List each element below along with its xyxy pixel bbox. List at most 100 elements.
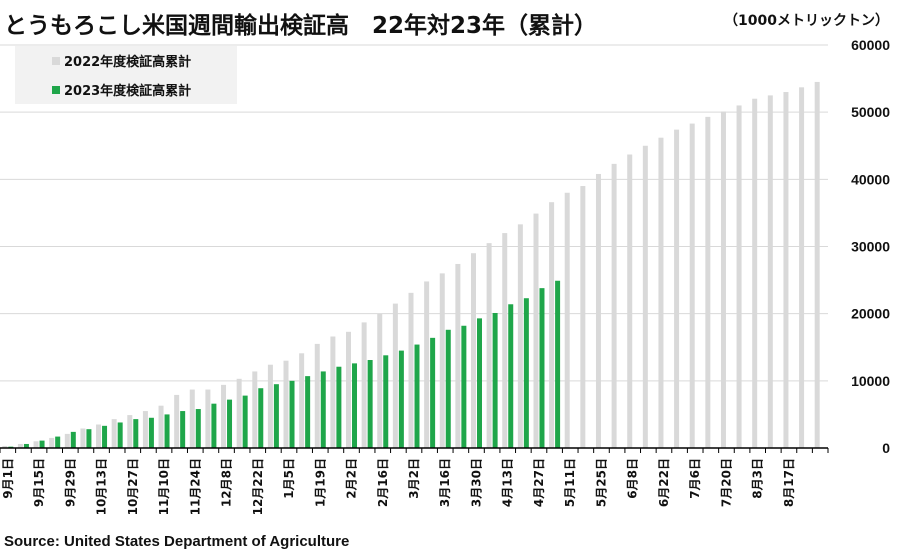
bar-2022 xyxy=(299,353,305,448)
bar-2023 xyxy=(492,312,498,448)
y-tick-label: 50000 xyxy=(851,104,890,120)
bar-2022 xyxy=(283,360,289,448)
x-tick-label: 11月24日 xyxy=(188,458,202,515)
bar-2022 xyxy=(533,213,539,448)
x-tick-label: 12月8日 xyxy=(220,458,234,507)
legend-label-2022: 2022年度検証高累計 xyxy=(64,54,191,70)
legend-label-2023: 2023年度検証高累計 xyxy=(64,83,191,99)
x-tick-label: 3月30日 xyxy=(469,458,483,507)
bar-2022 xyxy=(158,405,164,448)
x-tick-label: 11月10日 xyxy=(157,458,171,515)
x-tick-label: 7月20日 xyxy=(719,458,733,507)
bar-2023 xyxy=(164,414,170,448)
bar-2022 xyxy=(236,378,242,448)
bar-2022 xyxy=(205,389,211,448)
bar-2023 xyxy=(305,376,311,448)
bar-2023 xyxy=(289,380,295,448)
bar-2022 xyxy=(595,173,601,448)
legend: 2022年度検証高累計 2023年度検証高累計 xyxy=(15,46,237,104)
bar-2022 xyxy=(221,384,227,448)
bar-2022 xyxy=(486,243,492,448)
bar-2022 xyxy=(611,163,617,448)
bar-2023 xyxy=(352,363,358,448)
bar-2022 xyxy=(111,419,117,448)
x-tick-label: 9月29日 xyxy=(63,458,77,507)
bar-2023 xyxy=(273,384,279,448)
x-tick-label: 10月13日 xyxy=(95,458,109,515)
bar-2022 xyxy=(377,313,383,448)
x-tick-label: 2月2日 xyxy=(345,458,359,499)
bar-2023 xyxy=(39,440,45,448)
bar-2023 xyxy=(133,419,139,448)
bar-2023 xyxy=(367,360,373,448)
bar-2022 xyxy=(627,154,633,448)
bar-2022 xyxy=(752,98,758,448)
x-tick-labels: 9月1日 9月15日 9月29日 10月13日 10月27日 11月10日 11月24日 12… xyxy=(1,458,796,515)
bar-2023 xyxy=(523,298,529,448)
bar-2023 xyxy=(195,409,201,448)
bar-2022 xyxy=(64,433,70,448)
bar-2022 xyxy=(736,105,742,448)
bar-2022 xyxy=(689,123,695,449)
x-tick-label: 2月16日 xyxy=(376,458,390,507)
bar-2022 xyxy=(49,437,55,448)
x-tick-label: 5月25日 xyxy=(594,458,608,507)
bar-2022 xyxy=(252,371,258,448)
bar-2022 xyxy=(502,233,508,448)
x-tick-label: 6月22日 xyxy=(657,458,671,507)
chart-title: とうもろこし米国週間輸出検証高 22年対23年（累計） xyxy=(4,13,598,39)
bar-2023 xyxy=(461,325,467,448)
legend-box xyxy=(15,46,237,104)
y-tick-label: 30000 xyxy=(851,239,890,255)
bar-2022 xyxy=(174,394,180,448)
bar-2022 xyxy=(424,281,430,448)
bar-2023 xyxy=(242,395,248,448)
bar-2022 xyxy=(517,224,523,448)
bar-2023 xyxy=(336,366,342,448)
bar-2023 xyxy=(211,403,217,448)
y-tick-label: 10000 xyxy=(851,373,890,389)
bar-2022 xyxy=(705,116,711,448)
unit-label: （1000メトリックトン） xyxy=(724,13,889,29)
y-tick-label: 40000 xyxy=(851,171,890,187)
legend-swatch-2022 xyxy=(52,57,60,65)
bar-2023 xyxy=(476,318,482,448)
x-tick-label: 12月22日 xyxy=(251,458,265,515)
bar-2022 xyxy=(642,145,648,448)
bar-2022 xyxy=(455,263,461,448)
y-tick-label: 60000 xyxy=(851,37,890,53)
x-tick-label: 5月11日 xyxy=(563,458,577,507)
bar-2023 xyxy=(70,431,76,448)
bar-2022 xyxy=(814,81,820,449)
x-tick-label: 9月1日 xyxy=(1,458,15,499)
bar-2022 xyxy=(470,253,476,448)
x-tick-label: 1月5日 xyxy=(282,458,296,499)
bar-2022 xyxy=(127,415,133,448)
bar-2023 xyxy=(508,304,514,448)
bar-2023 xyxy=(102,425,108,448)
x-tick-label: 3月2日 xyxy=(407,458,421,499)
bar-2023 xyxy=(555,280,561,448)
bar-2022 xyxy=(346,331,352,448)
source-note: Source: United States Department of Agri… xyxy=(4,533,350,550)
bar-2022 xyxy=(408,292,414,448)
series-2023-bars xyxy=(8,280,561,448)
bar-2022 xyxy=(564,192,570,448)
x-tick-label: 6月8日 xyxy=(626,458,640,499)
bar-2023 xyxy=(86,429,92,448)
bar-2023 xyxy=(23,443,29,448)
bar-2023 xyxy=(227,399,233,448)
bar-2022 xyxy=(33,441,39,448)
bar-2022 xyxy=(392,303,398,448)
bar-2023 xyxy=(539,288,545,448)
bar-2023 xyxy=(398,350,404,448)
bar-2022 xyxy=(799,87,805,448)
bar-2022 xyxy=(767,95,773,448)
x-tick-label: 3月16日 xyxy=(438,458,452,507)
bar-2023 xyxy=(117,422,123,448)
bar-2023 xyxy=(445,329,451,448)
bar-2023 xyxy=(320,371,326,448)
bar-2022 xyxy=(2,445,8,448)
legend-swatch-2023 xyxy=(52,86,60,94)
